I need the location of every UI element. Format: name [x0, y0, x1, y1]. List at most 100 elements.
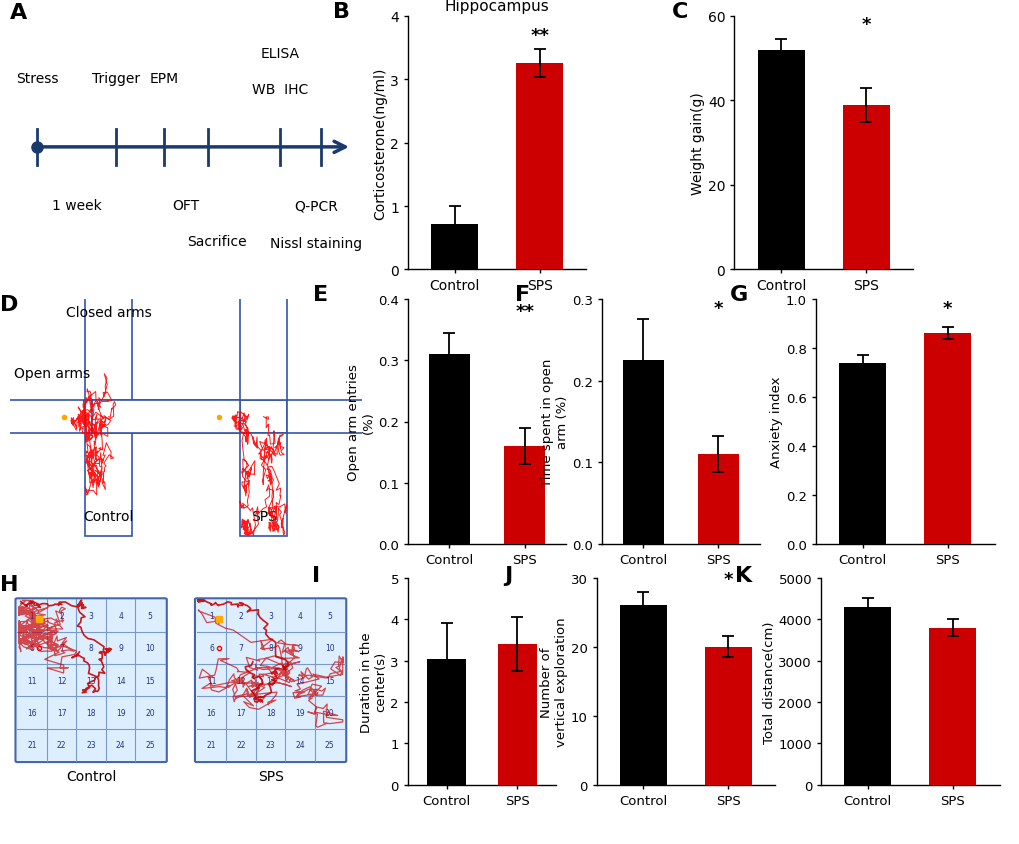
FancyBboxPatch shape [195, 598, 345, 762]
Y-axis label: Total distance(cm): Total distance(cm) [762, 620, 774, 743]
Text: 24: 24 [116, 740, 125, 749]
Text: 10: 10 [146, 644, 155, 652]
Text: B: B [333, 2, 350, 22]
Y-axis label: Time spent in open
arm (%): Time spent in open arm (%) [540, 358, 569, 486]
Text: A: A [10, 3, 28, 24]
Text: 8: 8 [268, 644, 273, 652]
Text: 14: 14 [116, 676, 125, 684]
Text: Open arms: Open arms [13, 367, 90, 381]
Text: 23: 23 [266, 740, 275, 749]
Text: *: * [723, 571, 733, 588]
Text: SPS: SPS [258, 770, 283, 783]
Text: 9: 9 [118, 644, 123, 652]
Bar [839, 363, 886, 544]
Bar [704, 647, 751, 785]
Bar [497, 644, 536, 785]
Text: 19: 19 [296, 708, 305, 717]
Text: **: ** [530, 27, 548, 46]
Text: F: F [515, 285, 530, 305]
Text: 18: 18 [87, 708, 96, 717]
Bar [85, 298, 132, 401]
Text: Sacrifice: Sacrifice [186, 235, 247, 248]
Text: C: C [672, 2, 688, 22]
Text: H: H [0, 574, 18, 594]
Bar [622, 360, 663, 544]
Text: 23: 23 [87, 740, 96, 749]
Text: *: * [861, 16, 870, 34]
Text: 11: 11 [207, 676, 216, 684]
Text: J: J [503, 565, 512, 586]
Text: 17: 17 [57, 708, 66, 717]
Bar [928, 628, 975, 785]
Text: Stress: Stress [16, 73, 59, 86]
Text: Control: Control [66, 770, 116, 783]
Y-axis label: Corticosterone(ng/ml): Corticosterone(ng/ml) [373, 68, 387, 219]
Bar [85, 401, 132, 434]
Text: 12: 12 [236, 676, 246, 684]
Text: 7: 7 [59, 644, 64, 652]
Text: 13: 13 [266, 676, 275, 684]
Text: 12: 12 [57, 676, 66, 684]
Text: Control: Control [84, 509, 133, 523]
Text: 25: 25 [146, 740, 155, 749]
Bar [239, 434, 287, 537]
Text: 3: 3 [89, 611, 94, 620]
Text: 24: 24 [296, 740, 305, 749]
Text: 10: 10 [325, 644, 334, 652]
Text: D: D [0, 295, 18, 315]
Text: 5: 5 [148, 611, 153, 620]
Bar [844, 607, 891, 785]
Y-axis label: Anxiety index: Anxiety index [769, 376, 783, 468]
Text: 22: 22 [236, 740, 246, 749]
Bar [85, 434, 132, 537]
Text: SPS: SPS [251, 509, 276, 523]
Bar [503, 446, 545, 544]
Text: 20: 20 [146, 708, 155, 717]
Bar [516, 64, 562, 270]
Y-axis label: Open arm entries
(%): Open arm entries (%) [346, 364, 375, 480]
Text: G: G [730, 285, 748, 305]
Text: 11: 11 [28, 676, 37, 684]
Text: Closed arms: Closed arms [66, 306, 152, 320]
Text: WB  IHC: WB IHC [252, 83, 308, 96]
Bar [431, 225, 478, 270]
Text: 1: 1 [209, 611, 214, 620]
Text: 2: 2 [238, 611, 244, 620]
Text: **: ** [515, 303, 534, 321]
Bar [287, 401, 435, 434]
Bar [239, 298, 287, 401]
Text: 4: 4 [118, 611, 123, 620]
Text: 6: 6 [30, 644, 35, 652]
Text: 5: 5 [327, 611, 332, 620]
Text: 19: 19 [116, 708, 125, 717]
Text: E: E [313, 285, 328, 305]
Text: 18: 18 [266, 708, 275, 717]
Bar [239, 401, 287, 434]
Text: 17: 17 [236, 708, 246, 717]
Text: 21: 21 [28, 740, 37, 749]
Text: OFT: OFT [172, 199, 200, 213]
Text: EPM: EPM [149, 73, 178, 86]
Text: 7: 7 [238, 644, 244, 652]
Text: 13: 13 [87, 676, 96, 684]
FancyBboxPatch shape [15, 598, 167, 762]
Text: 2: 2 [59, 611, 64, 620]
Y-axis label: Duration in the
center(s): Duration in the center(s) [360, 631, 387, 732]
Bar [697, 455, 739, 544]
Text: 21: 21 [207, 740, 216, 749]
Text: 20: 20 [325, 708, 334, 717]
Text: K: K [735, 565, 752, 586]
Bar [92, 401, 239, 434]
Text: I: I [312, 565, 320, 586]
Text: 25: 25 [325, 740, 334, 749]
Text: 8: 8 [89, 644, 94, 652]
Text: 14: 14 [296, 676, 305, 684]
Text: 15: 15 [146, 676, 155, 684]
Text: *: * [943, 300, 952, 318]
Text: 9: 9 [298, 644, 303, 652]
Bar [427, 659, 466, 785]
Text: 4: 4 [298, 611, 303, 620]
Text: 15: 15 [325, 676, 334, 684]
Text: 1 week: 1 week [52, 199, 102, 213]
Text: 1: 1 [30, 611, 35, 620]
